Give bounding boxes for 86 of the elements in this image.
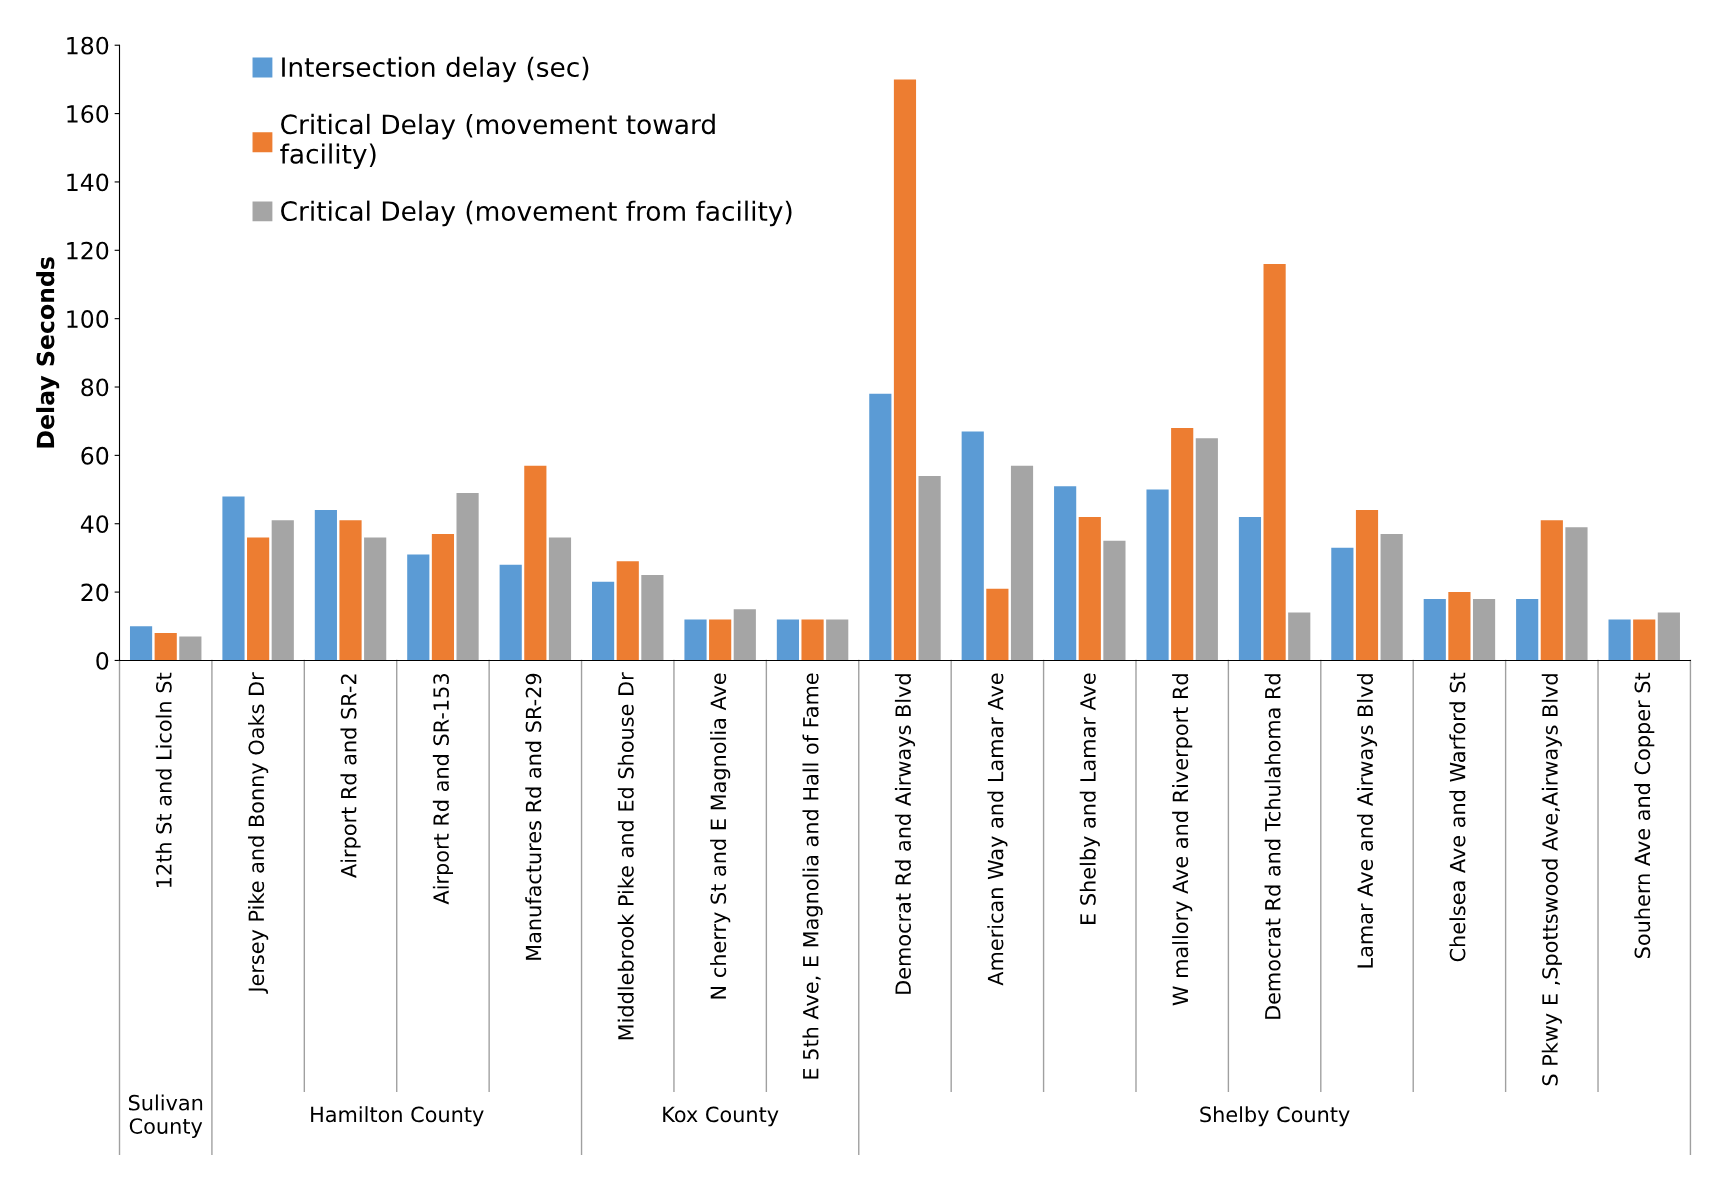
x-tick-label: 12th St and Licoln St — [155, 672, 172, 887]
bar — [1288, 612, 1311, 661]
legend-label: Critical Delay (movement from facility) — [281, 200, 792, 227]
bar — [641, 575, 664, 661]
y-tick-label: 120 — [67, 241, 109, 260]
bar — [1263, 263, 1286, 661]
x-tick-label: Airport Rd and SR-153 — [432, 674, 454, 905]
x-tick-label: Airport Rd and SR-2 — [340, 674, 361, 878]
bar — [592, 581, 615, 661]
x-tick-label: Manufactures Rd and SR-29 — [525, 673, 542, 960]
text: Kox County — [663, 1106, 779, 1127]
legend-label: Intersection delay (sec) — [282, 56, 589, 83]
x-tick-label: N cherry St and E Magnolia Ave — [710, 673, 731, 999]
bar — [1355, 510, 1379, 661]
bar — [499, 564, 522, 661]
bar — [801, 619, 824, 661]
bar — [1565, 527, 1588, 661]
bar — [339, 520, 362, 661]
y-tick-label: 40 — [80, 515, 109, 534]
bar — [1380, 533, 1403, 661]
bar — [1103, 540, 1126, 661]
x-tick-label: American Way and Lamar Ave — [987, 673, 1008, 986]
bar — [1633, 619, 1656, 661]
bar — [776, 619, 800, 661]
bar — [1608, 619, 1631, 661]
y-tick-label: 140 — [67, 173, 109, 192]
bar — [918, 475, 941, 661]
text: Shelby County — [1200, 1106, 1350, 1127]
bar — [1516, 598, 1539, 661]
bar — [154, 633, 177, 661]
bar — [1010, 465, 1034, 661]
y-tick-label: 0 — [96, 651, 109, 670]
bar — [179, 636, 202, 661]
bar — [869, 393, 892, 661]
bar — [1472, 598, 1496, 661]
bar — [893, 79, 917, 661]
bar — [129, 626, 153, 661]
bar — [407, 554, 430, 661]
bar — [1171, 428, 1194, 661]
y-tick-label: 160 — [67, 105, 109, 123]
x-tick-label: Democrat Rd and Airways Blvd — [894, 674, 916, 994]
bar — [1331, 547, 1354, 661]
bar — [247, 537, 270, 661]
bar — [456, 492, 479, 661]
y-tick-label: 80 — [81, 378, 109, 397]
x-tick-label: Jersey Pike and Bonny Oaks Dr — [248, 672, 269, 994]
bar — [548, 537, 572, 661]
bar — [1078, 516, 1101, 661]
y-tick-label: 60 — [81, 446, 109, 465]
bar — [314, 510, 337, 661]
bar — [961, 431, 984, 661]
bar — [709, 619, 732, 661]
bar — [1146, 489, 1169, 661]
bar — [1238, 516, 1262, 661]
x-tick-label: Middlebrook Pike and Ed Shouse Dr — [617, 672, 634, 1040]
bar — [826, 619, 849, 661]
text: Sulivan County — [128, 1094, 203, 1138]
x-tick-label: Souhern Ave and Copper St — [1634, 672, 1655, 958]
bar — [1054, 486, 1077, 661]
legend-label: Critical Delay (movement toward facility) — [280, 113, 715, 169]
bar — [222, 496, 245, 661]
x-tick-label: Chelsea Ave and Warford St — [1449, 672, 1466, 962]
bar — [616, 561, 639, 661]
x-tick-label: E Shelby and Lamar Ave — [1079, 673, 1100, 924]
bar — [986, 588, 1009, 661]
bar — [524, 465, 547, 661]
bar — [271, 520, 294, 661]
x-tick-label: S Pkwy E ,Spottswood Ave,Airways Blvd — [1541, 674, 1562, 1086]
bar — [733, 609, 756, 661]
bar — [1657, 612, 1680, 661]
bar — [1423, 598, 1446, 661]
y-tick-label: 180 — [67, 36, 109, 55]
bar — [684, 619, 707, 661]
bar — [1540, 520, 1563, 661]
bar — [1448, 592, 1471, 661]
y-tick-label: 100 — [67, 310, 109, 328]
y-tick-label: 20 — [81, 583, 109, 602]
x-tick-label: W mallory Ave and Riverport Rd — [1172, 674, 1193, 1006]
bar — [364, 537, 387, 661]
y-axis-title: Delay Seconds — [36, 257, 60, 448]
x-tick-label: Lamar Ave and Airways Blvd — [1356, 674, 1378, 968]
x-tick-label: Democrat Rd and Tchulahoma Rd — [1264, 674, 1281, 1019]
x-tick-label: E 5th Ave, E Magnolia and Hall of Fame — [802, 673, 823, 1079]
text: Hamilton County — [311, 1106, 484, 1127]
bar — [1195, 438, 1218, 661]
bar — [431, 533, 455, 661]
